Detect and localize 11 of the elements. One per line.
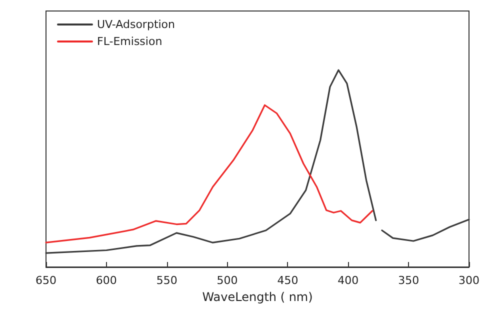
x-axis-title: WaveLength ( nm)	[202, 290, 313, 304]
x-tick-label: 450	[277, 274, 298, 287]
x-tick-label: 300	[458, 274, 480, 287]
x-tick-label: 500	[216, 274, 238, 287]
legend-label: UV-Adsorption	[97, 18, 176, 31]
x-tick-label: 400	[338, 274, 359, 287]
x-tick-label: 600	[96, 274, 117, 287]
x-tick-label: 550	[156, 274, 178, 287]
x-tick-label: 350	[398, 274, 420, 287]
legend-label: FL-Emission	[97, 35, 162, 48]
x-tick-label: 650	[36, 274, 56, 287]
